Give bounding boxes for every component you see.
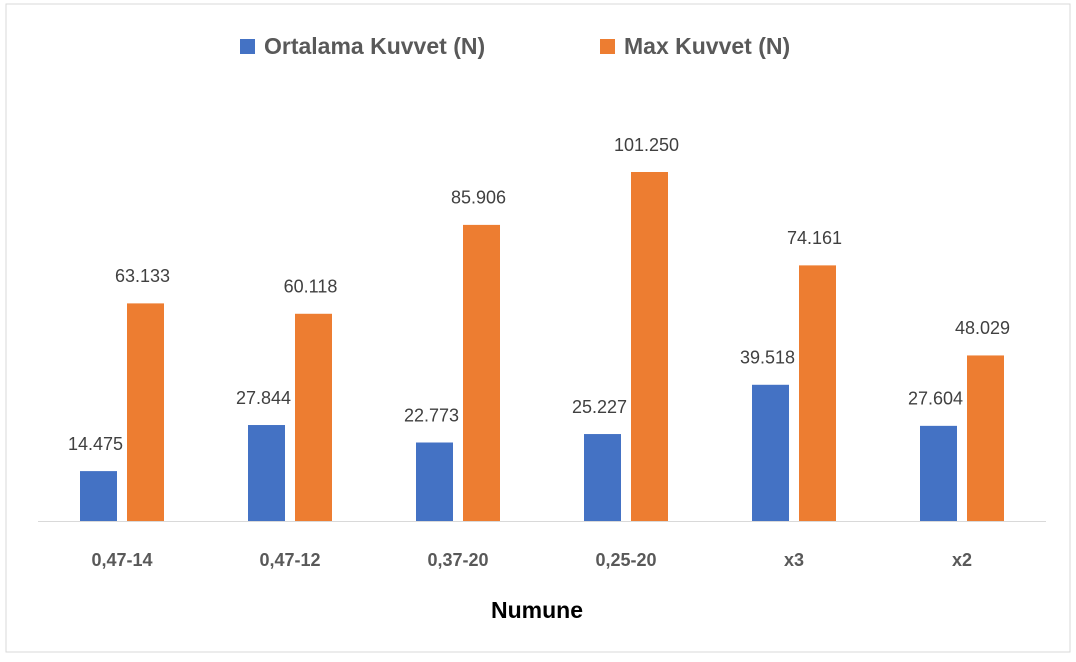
data-label: 74.161 [787, 228, 842, 248]
x-tick-label: 0,47-12 [259, 550, 320, 570]
data-label: 48.029 [955, 318, 1010, 338]
bar [127, 303, 164, 521]
data-label: 101.250 [614, 135, 679, 155]
data-label: 27.844 [236, 388, 291, 408]
x-tick-label: 0,37-20 [427, 550, 488, 570]
legend-label: Ortalama Kuvvet (N) [264, 33, 485, 59]
bar [463, 224, 500, 521]
chart-border [5, 3, 1071, 653]
bar [584, 434, 621, 521]
data-label: 27.604 [908, 389, 963, 409]
x-tick-label: x2 [952, 550, 972, 570]
data-label: 60.118 [284, 277, 338, 297]
bar [416, 442, 453, 521]
data-label: 63.133 [115, 266, 170, 286]
x-tick-label: 0,47-14 [91, 550, 152, 570]
x-tick-label: x3 [784, 550, 804, 570]
bar [920, 425, 957, 521]
bar [248, 425, 285, 521]
data-label: 85.906 [451, 188, 506, 208]
legend-swatch [600, 39, 615, 54]
data-label: 25.227 [572, 397, 627, 417]
legend-swatch [240, 39, 255, 54]
data-label: 14.475 [68, 434, 123, 454]
bar [631, 172, 668, 521]
bar [752, 384, 789, 521]
x-axis-title: Numune [491, 597, 583, 623]
bar [295, 313, 332, 521]
bar [799, 265, 836, 521]
legend-label: Max Kuvvet (N) [624, 33, 790, 59]
bar [80, 471, 117, 521]
data-label: 39.518 [740, 348, 795, 368]
x-tick-label: 0,25-20 [595, 550, 656, 570]
data-label: 22.773 [404, 405, 459, 425]
bar [967, 355, 1004, 521]
